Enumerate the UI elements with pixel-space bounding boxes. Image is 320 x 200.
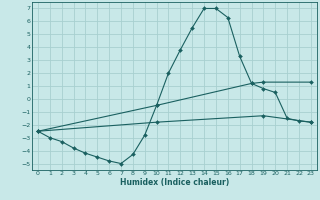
X-axis label: Humidex (Indice chaleur): Humidex (Indice chaleur): [120, 178, 229, 187]
